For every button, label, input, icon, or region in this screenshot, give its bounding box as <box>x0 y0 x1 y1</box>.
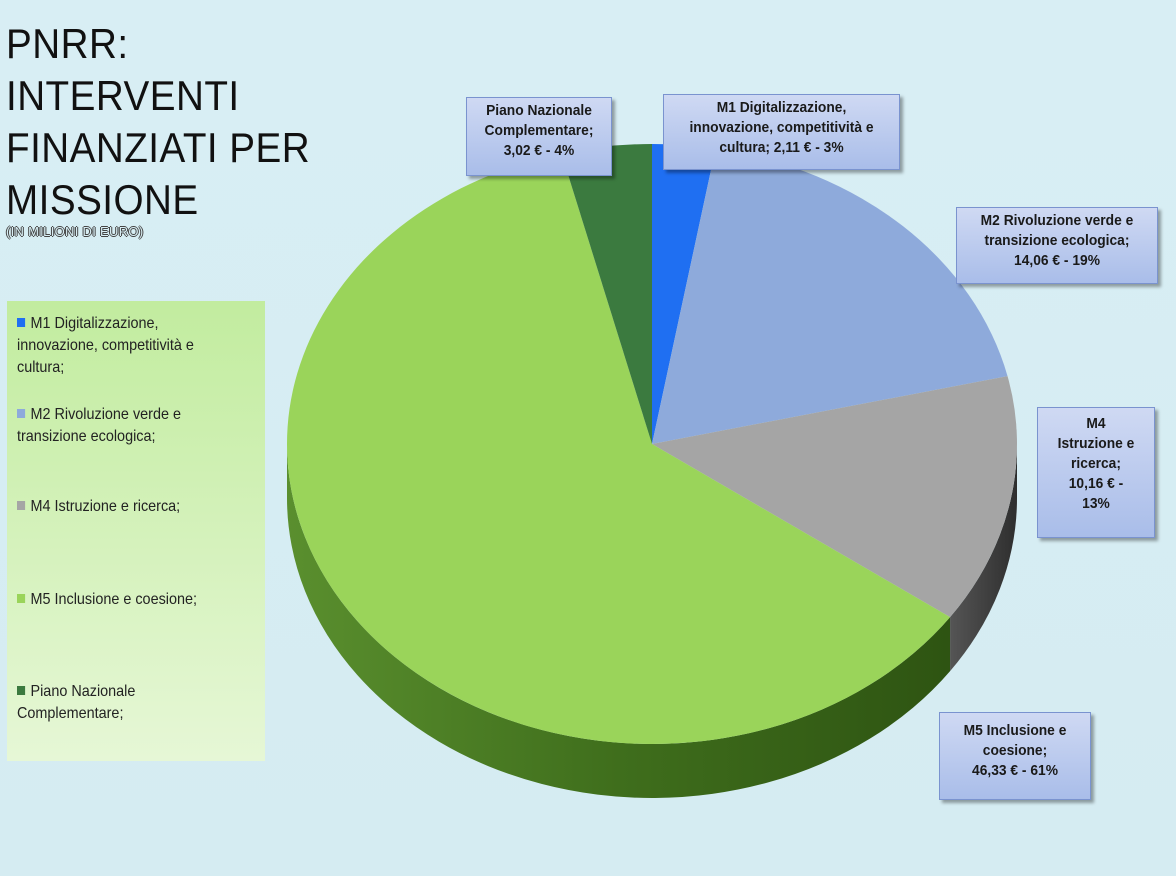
legend-label: Piano Nazionale <box>30 683 136 700</box>
data-label-line: M5 Inclusione e <box>963 722 1067 739</box>
data-label-line: 14,06 € - 19% <box>1014 252 1100 269</box>
legend-item-m4: M4 Istruzione e ricerca; <box>17 496 233 518</box>
pie-side-m5 <box>287 444 951 798</box>
pie-slice-m4: M4 Istruzione e ricerca <box>652 376 1017 618</box>
legend-label: M1 Digitalizzazione, <box>30 315 159 332</box>
chart-title: PNRR: INTERVENTI FINANZIATI PER MISSIONE <box>6 18 310 226</box>
data-label-line: M4 <box>1086 415 1106 432</box>
legend-item-m5: M5 Inclusione e coesione; <box>17 589 233 611</box>
title-line: INTERVENTI <box>6 72 240 119</box>
data-label-line: M1 Digitalizzazione, <box>716 99 847 116</box>
legend-item-pnc: Piano Nazionale Complementare; <box>17 681 233 725</box>
pie-slice-m5: M5 Inclusione e coesione <box>287 153 951 744</box>
data-label-line: 3,02 € - 4% <box>503 142 575 159</box>
pie-slice-m1: M1 Digitalizzazione, innovazione, compet… <box>652 144 716 444</box>
title-line: FINANZIATI PER <box>6 124 311 171</box>
legend-label: M4 Istruzione e ricerca; <box>30 498 181 515</box>
chart-subtitle: (IN MILIONI DI EURO) <box>6 224 144 239</box>
title-line: PNRR: <box>6 20 129 67</box>
data-label-line: cultura; 2,11 € - 3% <box>719 139 844 156</box>
pie-slice-m2: M2 Rivoluzione verde e transizione ecolo… <box>652 148 1008 444</box>
data-label-m4: M4 Istruzione e ricerca; 10,16 € - 13% <box>1037 407 1155 538</box>
legend-swatch-m5 <box>17 594 26 603</box>
legend-label: transizione ecologica; <box>17 428 156 445</box>
legend-label: innovazione, competitività e <box>17 337 194 354</box>
legend-label: cultura; <box>17 359 65 376</box>
legend-item-m1: M1 Digitalizzazione, innovazione, compet… <box>17 313 233 379</box>
pie-slice-pnc: Piano Nazionale Complementare <box>561 144 652 444</box>
data-label-m2: M2 Rivoluzione verde e transizione ecolo… <box>956 207 1158 284</box>
data-label-m5: M5 Inclusione e coesione; 46,33 € - 61% <box>939 712 1091 800</box>
data-label-line: innovazione, competitività e <box>689 119 874 136</box>
title-line: MISSIONE <box>6 176 199 223</box>
legend-label: M2 Rivoluzione verde e <box>30 406 181 423</box>
data-label-line: 10,16 € - <box>1068 475 1124 492</box>
data-label-line: Complementare; <box>484 122 594 139</box>
legend-item-m2: M2 Rivoluzione verde e transizione ecolo… <box>17 404 233 448</box>
legend: M1 Digitalizzazione, innovazione, compet… <box>7 301 265 761</box>
data-label-line: M2 Rivoluzione verde e <box>980 212 1134 229</box>
legend-swatch-m2 <box>17 409 26 418</box>
data-label-pnc: Piano Nazionale Complementare; 3,02 € - … <box>466 97 612 176</box>
legend-swatch-pnc <box>17 686 26 695</box>
data-label-line: Istruzione e <box>1057 435 1135 452</box>
data-label-line: coesione; <box>982 742 1048 759</box>
legend-label: M5 Inclusione e coesione; <box>30 591 198 608</box>
legend-swatch-m1 <box>17 318 26 327</box>
data-label-line: ricerca; <box>1071 455 1121 472</box>
data-label-line: Piano Nazionale <box>486 102 592 119</box>
data-label-line: transizione ecologica; <box>984 232 1130 249</box>
data-label-line: 13% <box>1082 495 1110 512</box>
legend-label: Complementare; <box>17 705 124 722</box>
pie-side-m4 <box>950 444 1017 672</box>
data-label-line: 46,33 € - 61% <box>972 762 1058 779</box>
data-label-m1: M1 Digitalizzazione, innovazione, compet… <box>663 94 900 170</box>
title-block: PNRR: INTERVENTI FINANZIATI PER MISSIONE… <box>6 18 336 239</box>
legend-swatch-m4 <box>17 501 26 510</box>
